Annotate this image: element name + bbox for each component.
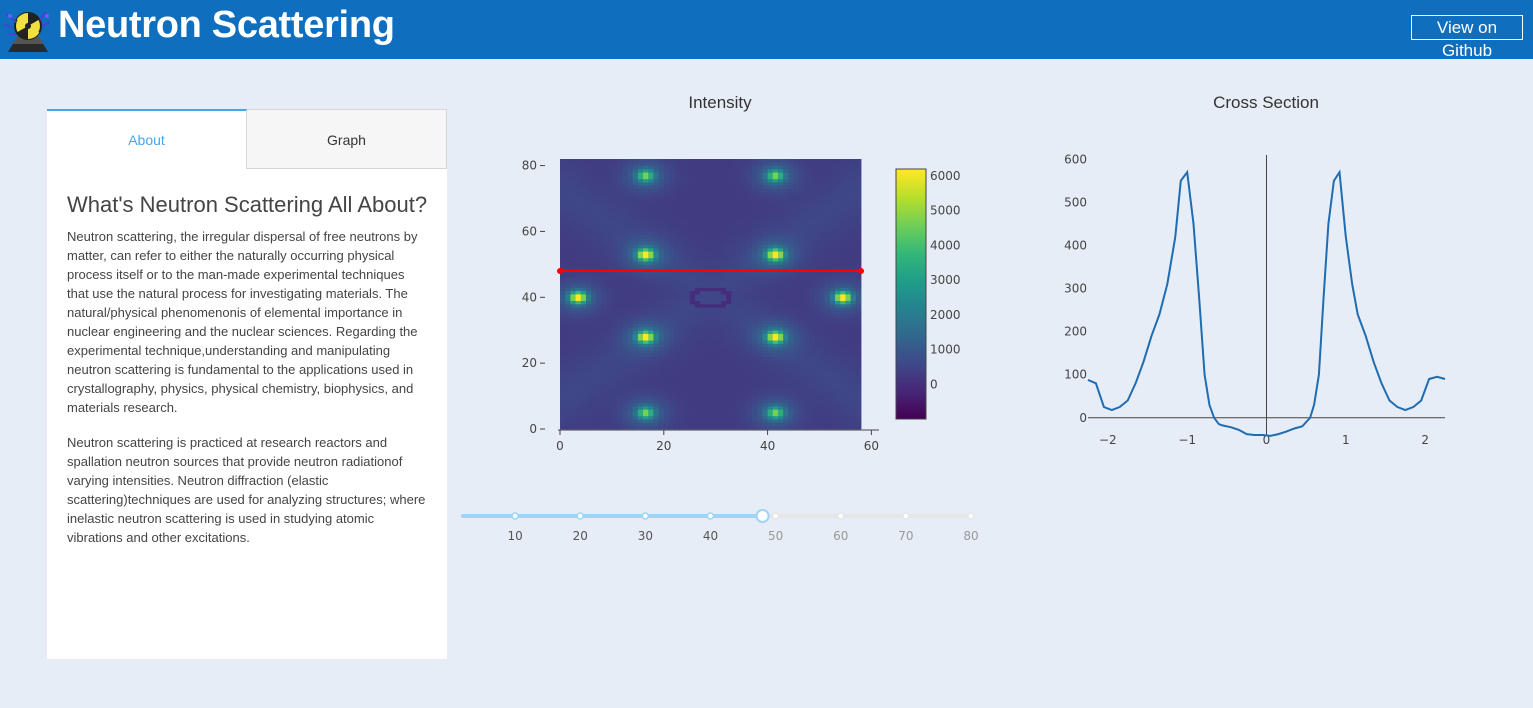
slider-handle[interactable] xyxy=(755,509,770,523)
cross-section-chart-title: Cross Section xyxy=(1213,93,1319,112)
colorbar-tick-label: 3000 xyxy=(930,273,961,287)
line-y-tick-label: 0 xyxy=(1079,411,1087,425)
heatmap-y-tick-label: 0 xyxy=(529,422,537,436)
about-paragraph-1: Neutron scattering, the irregular disper… xyxy=(67,229,418,415)
heatmap-x-tick-label: 60 xyxy=(864,439,879,453)
line-y-tick-label: 200 xyxy=(1064,325,1087,339)
info-panel: About Graph What's Neutron Scattering Al… xyxy=(47,109,447,659)
cross-section-line xyxy=(1087,169,1446,437)
colorbar-tick-label: 4000 xyxy=(930,238,961,252)
heatmap-x-tick-label: 0 xyxy=(556,439,564,453)
about-heading: What's Neutron Scattering All About? xyxy=(67,192,428,217)
heatmap-y-tick-label: 20 xyxy=(522,356,537,370)
colorbar-tick-label: 5000 xyxy=(930,204,961,218)
intensity-chart-title: Intensity xyxy=(688,93,752,112)
heatmap-cells xyxy=(560,159,862,430)
line-y-tick-label: 500 xyxy=(1064,195,1087,209)
slider-mark-label: 50 xyxy=(768,529,783,543)
tab-about[interactable]: About xyxy=(47,109,247,169)
row-slider[interactable]: 10 20 30 40 50 60 70 80 xyxy=(455,500,985,550)
slider-mark-label: 40 xyxy=(703,529,718,543)
heatmap-x-tick-label: 40 xyxy=(760,439,775,453)
line-x-tick-label: −1 xyxy=(1178,433,1196,447)
cut-line-end-handle xyxy=(858,267,864,274)
view-on-github-button[interactable]: View on Github xyxy=(1411,15,1523,60)
slider-dot xyxy=(902,512,910,520)
heatmap-x-tick-label: 20 xyxy=(656,439,671,453)
colorbar-frame xyxy=(895,168,927,420)
slider-mark-label: 30 xyxy=(638,529,653,543)
slider-dot xyxy=(576,512,584,520)
slider-mark-label: 70 xyxy=(898,529,913,543)
line-y-tick-label: 600 xyxy=(1064,152,1087,166)
intensity-heatmap[interactable]: 0 20 40 60 0 20 40 60 80 0 1000 2000 3000 4000 5000 600… xyxy=(500,145,980,465)
line-x-tick-label: 2 xyxy=(1421,433,1429,447)
heatmap-y-tick-label: 40 xyxy=(522,290,537,304)
app-header: Neutron Scattering View on Github xyxy=(0,0,1533,60)
cross-section-chart[interactable]: −2 −1 0 1 2 0 100 200 300 400 500 600 xyxy=(1050,145,1470,465)
tab-bar: About Graph xyxy=(47,109,447,169)
cut-line-start-handle xyxy=(557,267,563,274)
line-x-tick-label: −2 xyxy=(1099,433,1117,447)
slider-mark-label: 80 xyxy=(963,529,978,543)
about-paragraph-2: Neutron scattering is practiced at resea… xyxy=(67,435,426,545)
colorbar-tick-label: 2000 xyxy=(930,308,961,322)
slider-dot xyxy=(706,512,715,520)
colorbar-tick-label: 0 xyxy=(930,377,938,391)
line-y-tick-label: 300 xyxy=(1064,282,1087,296)
line-y-tick-label: 100 xyxy=(1064,368,1087,382)
heatmap-y-tick-label: 60 xyxy=(522,224,537,238)
line-y-tick-label: 400 xyxy=(1064,238,1087,252)
slider-mark-label: 10 xyxy=(507,529,522,543)
slider-dot xyxy=(511,512,519,520)
heatmap-y-tick-label: 80 xyxy=(522,159,537,173)
colorbar-tick-label: 1000 xyxy=(930,343,961,357)
line-x-tick-label: 0 xyxy=(1263,433,1271,447)
neutron-logo-icon xyxy=(2,4,54,56)
colorbar xyxy=(895,168,927,420)
tab-graph[interactable]: Graph xyxy=(247,109,447,169)
slider-dot xyxy=(641,512,650,520)
slider-dot xyxy=(836,512,845,520)
colorbar-tick-label: 6000 xyxy=(930,169,961,183)
slider-mark-label: 60 xyxy=(833,529,848,543)
slider-mark-label: 20 xyxy=(573,529,588,543)
slider-dot xyxy=(771,512,780,520)
slider-dot xyxy=(967,512,975,520)
line-x-tick-label: 1 xyxy=(1342,433,1350,447)
app-title: Neutron Scattering xyxy=(58,4,395,46)
about-content: What's Neutron Scattering All About? Neu… xyxy=(67,191,429,563)
